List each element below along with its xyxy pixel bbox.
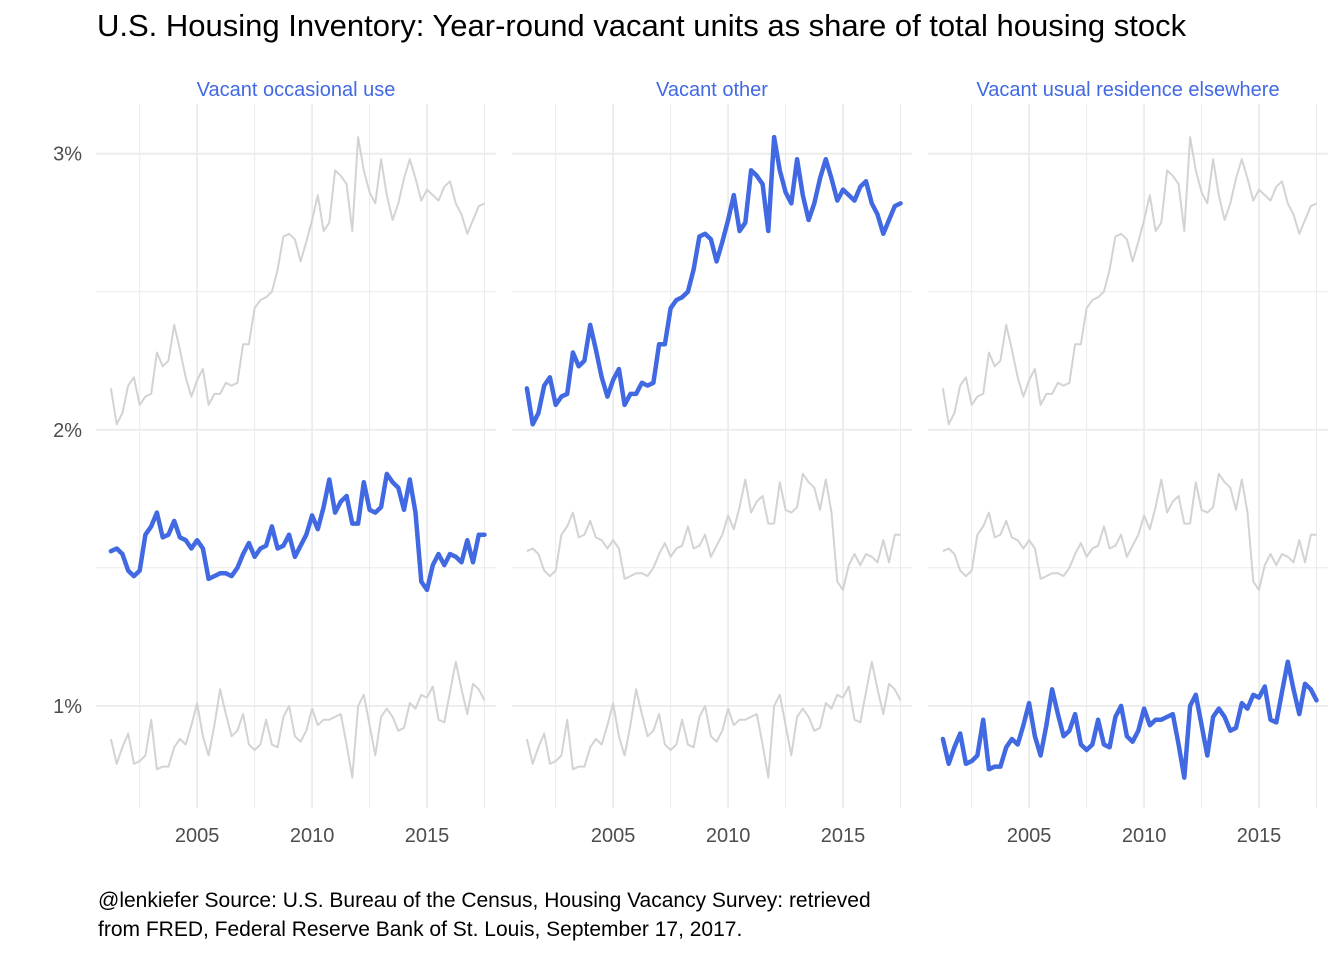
panel-strip-label: Vacant occasional use (197, 79, 396, 101)
caption-line-2: from FRED, Federal Reserve Bank of St. L… (98, 918, 743, 941)
x-tick-label: 2010 (1122, 825, 1167, 847)
highlight-series-line (524, 134, 903, 427)
background-series-line (525, 660, 902, 779)
caption: @lenkiefer Source: U.S. Bureau of the Ce… (98, 886, 871, 944)
panel-1: Vacant occasional use 2005 2010 2015 (96, 79, 496, 847)
background-series-line (941, 136, 1317, 426)
y-tick-label: 1% (53, 696, 82, 718)
x-tick-label: 2015 (1237, 825, 1282, 847)
highlight-series-line (940, 659, 1319, 780)
x-tick-label: 2005 (1007, 825, 1052, 847)
x-tick-label: 2015 (821, 825, 866, 847)
panel-strip-label: Vacant other (656, 79, 768, 101)
background-series-line (942, 472, 1317, 591)
x-tick-label: 2010 (290, 825, 335, 847)
panel-strip-label: Vacant usual residence elsewhere (976, 79, 1279, 101)
panel-3: Vacant usual residence elsewhere 2005 2010… (928, 79, 1328, 847)
x-tick-label: 2005 (175, 825, 220, 847)
chart-title: U.S. Housing Inventory: Year-round vacan… (97, 8, 1187, 43)
panel-2: Vacant other 2005 2010 2015 (512, 79, 912, 847)
background-series-line (526, 472, 901, 591)
x-tick-label: 2010 (706, 825, 751, 847)
x-tick-label: 2005 (591, 825, 636, 847)
background-series-line (109, 660, 486, 779)
y-tick-label: 3% (53, 144, 82, 166)
y-tick-label: 2% (53, 420, 82, 442)
x-tick-label: 2015 (405, 825, 450, 847)
highlight-series-line (108, 471, 487, 593)
caption-line-1: @lenkiefer Source: U.S. Bureau of the Ce… (98, 889, 871, 912)
background-series-line (109, 136, 485, 426)
